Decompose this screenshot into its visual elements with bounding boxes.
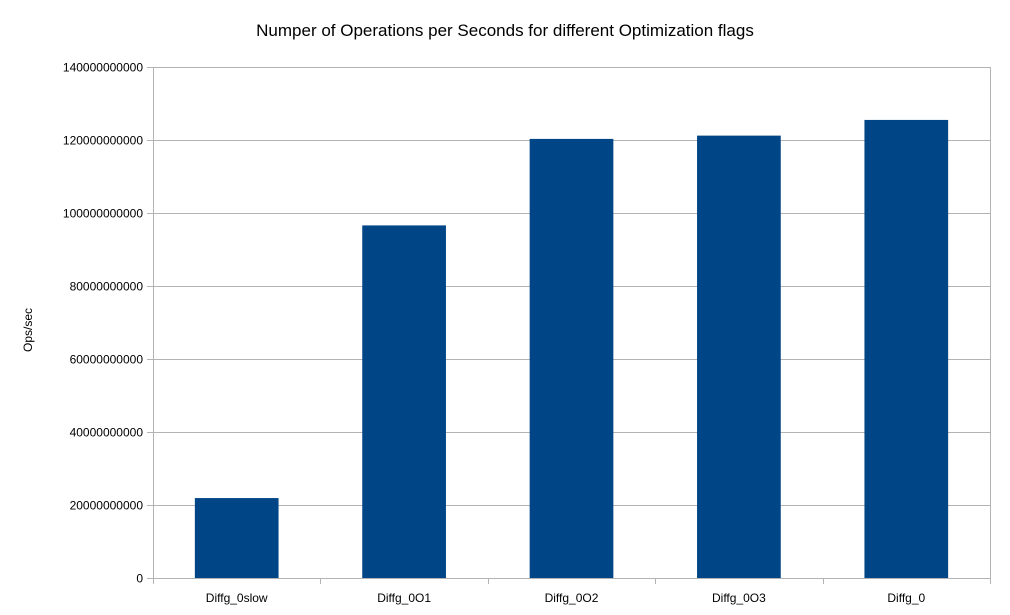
x-tick-label: Diffg_0slow (206, 591, 268, 605)
y-tick-label: 140000000000 (63, 61, 143, 75)
y-tick-label: 40000000000 (70, 426, 144, 440)
y-tick-label: 120000000000 (63, 134, 143, 148)
x-tick-label: Diffg_0O3 (712, 591, 766, 605)
chart-title: Numper of Operations per Seconds for dif… (256, 21, 754, 40)
bar (697, 135, 781, 578)
bar (864, 119, 949, 579)
bars (194, 119, 949, 579)
y-tick-label: 80000000000 (70, 280, 144, 294)
bar (194, 498, 279, 578)
tick-labels: 0 20000000000 40000000000 60000000000 800000… (63, 61, 926, 606)
x-tick-label: Diffg_0 (887, 591, 925, 605)
y-axis-title: Ops/sec (21, 308, 35, 352)
y-tick-label: 100000000000 (63, 207, 143, 221)
y-tick-label: 60000000000 (70, 353, 144, 367)
bar (529, 138, 614, 578)
bar (362, 225, 446, 578)
y-tick-label: 20000000000 (70, 499, 144, 513)
x-tick-label: Diffg_0O1 (377, 591, 431, 605)
axes (147, 67, 991, 584)
y-tick-label: 0 (136, 572, 143, 586)
x-tick-label: Diffg_0O2 (545, 591, 599, 605)
